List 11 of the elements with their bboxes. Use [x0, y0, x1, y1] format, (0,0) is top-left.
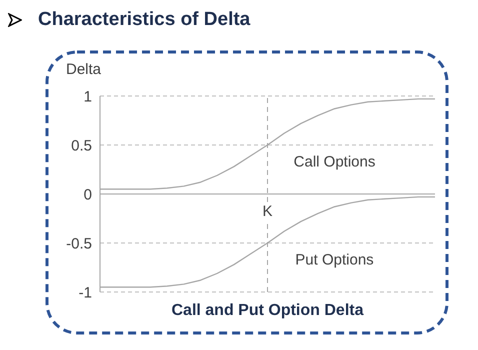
chart-title: Characteristics of Delta — [38, 9, 250, 31]
series-label: Put Options — [295, 252, 374, 269]
text: Call and Put Option Delta — [170, 302, 365, 320]
y-tick-label: 1 — [84, 88, 92, 106]
y-tick-label: -0.5 — [66, 235, 92, 252]
y-axis-title: Delta — [66, 61, 102, 78]
y-tick-label: -1 — [78, 284, 92, 302]
series-label: Call Options — [294, 154, 376, 171]
y-tick-label: 0.5 — [71, 137, 92, 154]
x-tick-label: K — [262, 203, 273, 220]
y-tick-label: 0 — [84, 186, 92, 204]
